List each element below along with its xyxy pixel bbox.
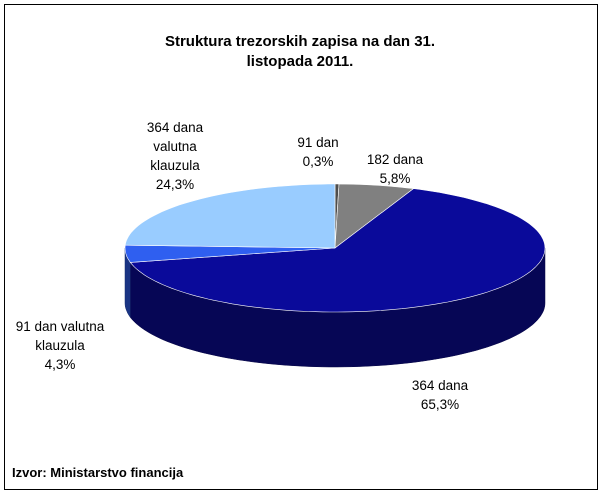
category-label: 364 dana xyxy=(411,378,469,393)
slice xyxy=(334,183,415,249)
slice xyxy=(129,188,546,313)
value-label: 4,3% xyxy=(44,357,76,372)
chart-title: Struktura trezorskih zapisa na dan 31. l… xyxy=(164,33,436,70)
slice xyxy=(124,244,336,263)
slice-label: 91 dan valutna klauzula 4,3% xyxy=(0,317,125,374)
value-label: 24,3% xyxy=(155,177,195,192)
slice-label: 364 dana 65,3% xyxy=(390,376,490,414)
value-label: 0,3% xyxy=(302,154,334,169)
category-label: 91 dan valutna klauzula xyxy=(15,319,105,353)
value-label: 5,8% xyxy=(379,171,411,186)
source: Izvor: Ministarstvo financija xyxy=(12,465,184,480)
category-label: 91 dan xyxy=(297,135,339,150)
slice-label: 182 dana 5,8% xyxy=(355,150,435,188)
slice xyxy=(124,183,336,249)
category-label: 182 dana xyxy=(366,152,424,167)
slice-label: 364 dana valutna klauzula 24,3% xyxy=(130,118,220,194)
slice-label: 91 dan 0,3% xyxy=(288,133,348,171)
value-label: 65,3% xyxy=(420,397,460,412)
chart-frame xyxy=(4,4,598,490)
category-label: 364 dana valutna klauzula xyxy=(146,120,204,173)
